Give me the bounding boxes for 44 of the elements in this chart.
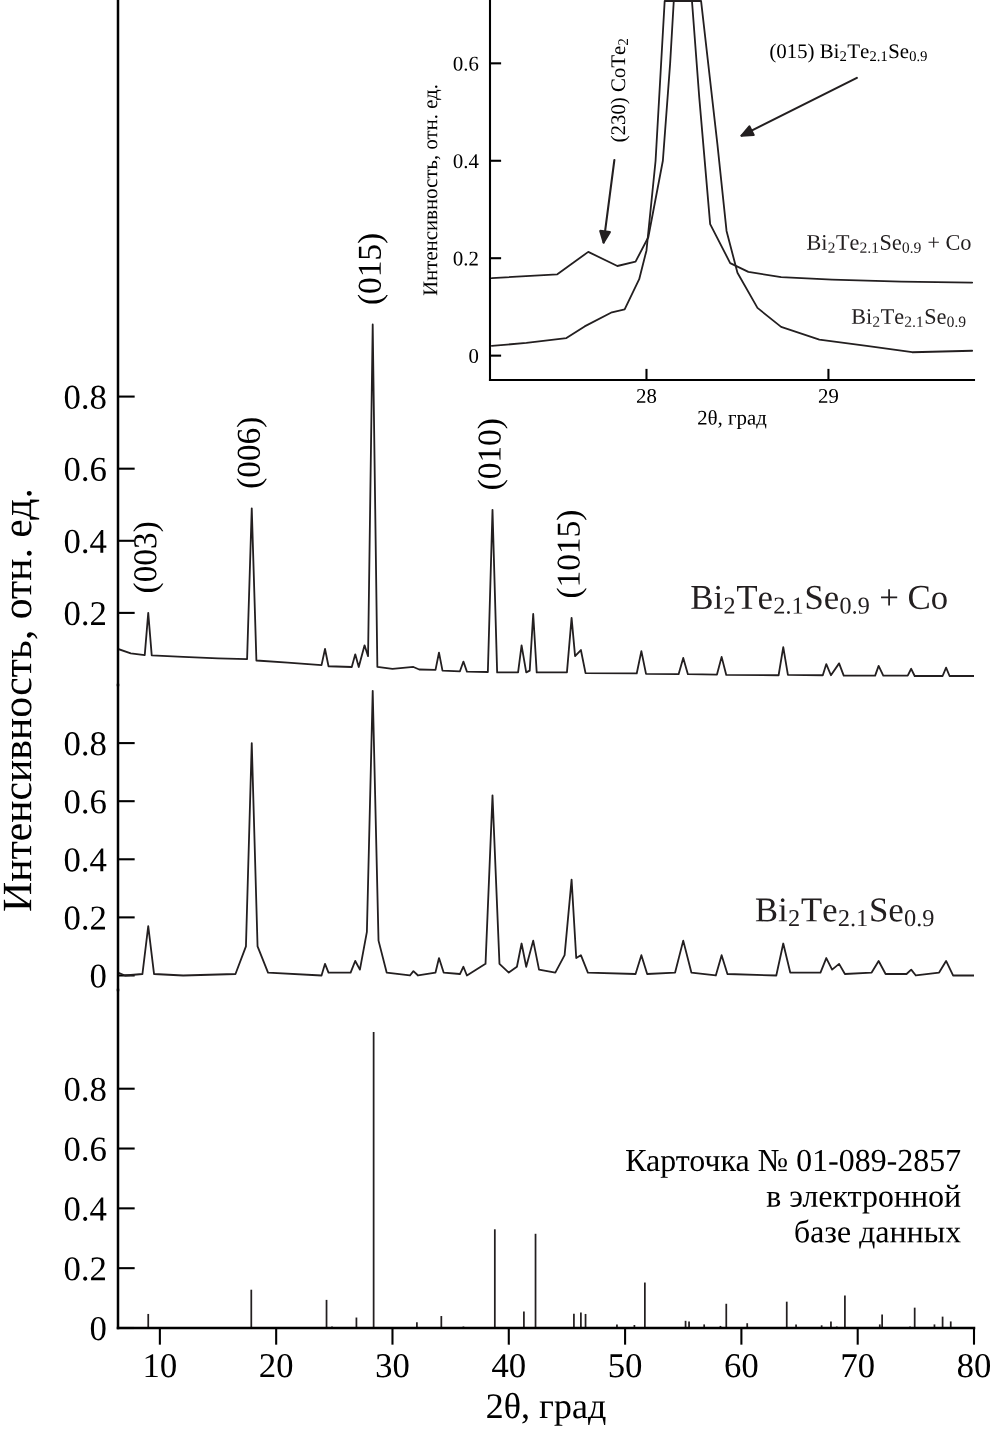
series-label: Bi$_{2}$Te$_{2.1}$Se$_{0.9}$ + Co: [691, 585, 947, 614]
x-tick-label: 80: [957, 1354, 991, 1378]
x-tick-label: 30: [376, 1354, 409, 1378]
x-tick-label: 70: [842, 1354, 874, 1378]
series-label: Bi$_{2}$Te$_{2.1}$Se$_{0.9}$: [755, 898, 934, 927]
annotation: (1015): [556, 511, 587, 598]
y-tick-label: 0.4: [64, 529, 107, 554]
y-tick-label: 0.6: [64, 1137, 106, 1162]
y-tick-label: 0.6: [64, 457, 106, 482]
y-tick-label: 0.2: [64, 906, 105, 930]
y-tick-label: 0.4: [64, 848, 107, 872]
y-tick-label: 0: [469, 349, 479, 364]
x-tick-label: 10: [145, 1354, 176, 1378]
series-label: Bi$_{2}$Te$_{2.1}$Se$_{0.9}$ + Co: [807, 234, 971, 253]
y-tick-label: 0.4: [64, 1197, 107, 1221]
y-tick-label: 0.8: [64, 1077, 106, 1102]
x-tick-label: 40: [492, 1354, 525, 1378]
annotation: (230) CoTe$_{2}$: [610, 39, 630, 142]
x-tick-label: 29: [818, 388, 838, 403]
annotation: Карточка № 01-089-2857 в электронной базе данных: [626, 1149, 961, 1249]
annotation: (010): [477, 419, 508, 489]
y-axis-title: Интенсивность, отн. ед.: [3, 490, 40, 911]
y-tick-label: 0.6: [64, 790, 106, 814]
annotation: (015): [357, 234, 388, 304]
x-tick-label: 28: [636, 388, 657, 403]
series-label: Bi$_{2}$Te$_{2.1}$Se$_{0.9}$: [851, 309, 966, 328]
y-tick-label: 0: [90, 1316, 106, 1341]
annotation: (006): [236, 418, 267, 488]
y-tick-label: 0.6: [453, 56, 479, 71]
x-tick-label: 60: [725, 1354, 758, 1378]
y-tick-label: 0.2: [64, 1257, 105, 1281]
x-axis-title: 2θ, град: [487, 1392, 606, 1426]
y-tick-label: 0.8: [64, 732, 106, 756]
x-tick-label: 20: [260, 1354, 293, 1378]
x-axis-title: 2θ, град: [698, 410, 767, 430]
y-axis-title: Интенсивность, отн. ед.: [423, 85, 442, 296]
y-tick-label: 0.2: [453, 251, 478, 266]
y-tick-label: 0: [90, 964, 106, 988]
annotation: (015) Bi$_{2}$Te$_{2.1}$Se$_{0.9}$: [770, 43, 927, 63]
y-tick-label: 0.4: [453, 154, 479, 169]
x-tick-label: 50: [609, 1354, 642, 1378]
y-tick-label: 0.2: [64, 601, 105, 626]
annotation: (003): [133, 522, 164, 592]
y-tick-label: 0.8: [64, 385, 106, 410]
